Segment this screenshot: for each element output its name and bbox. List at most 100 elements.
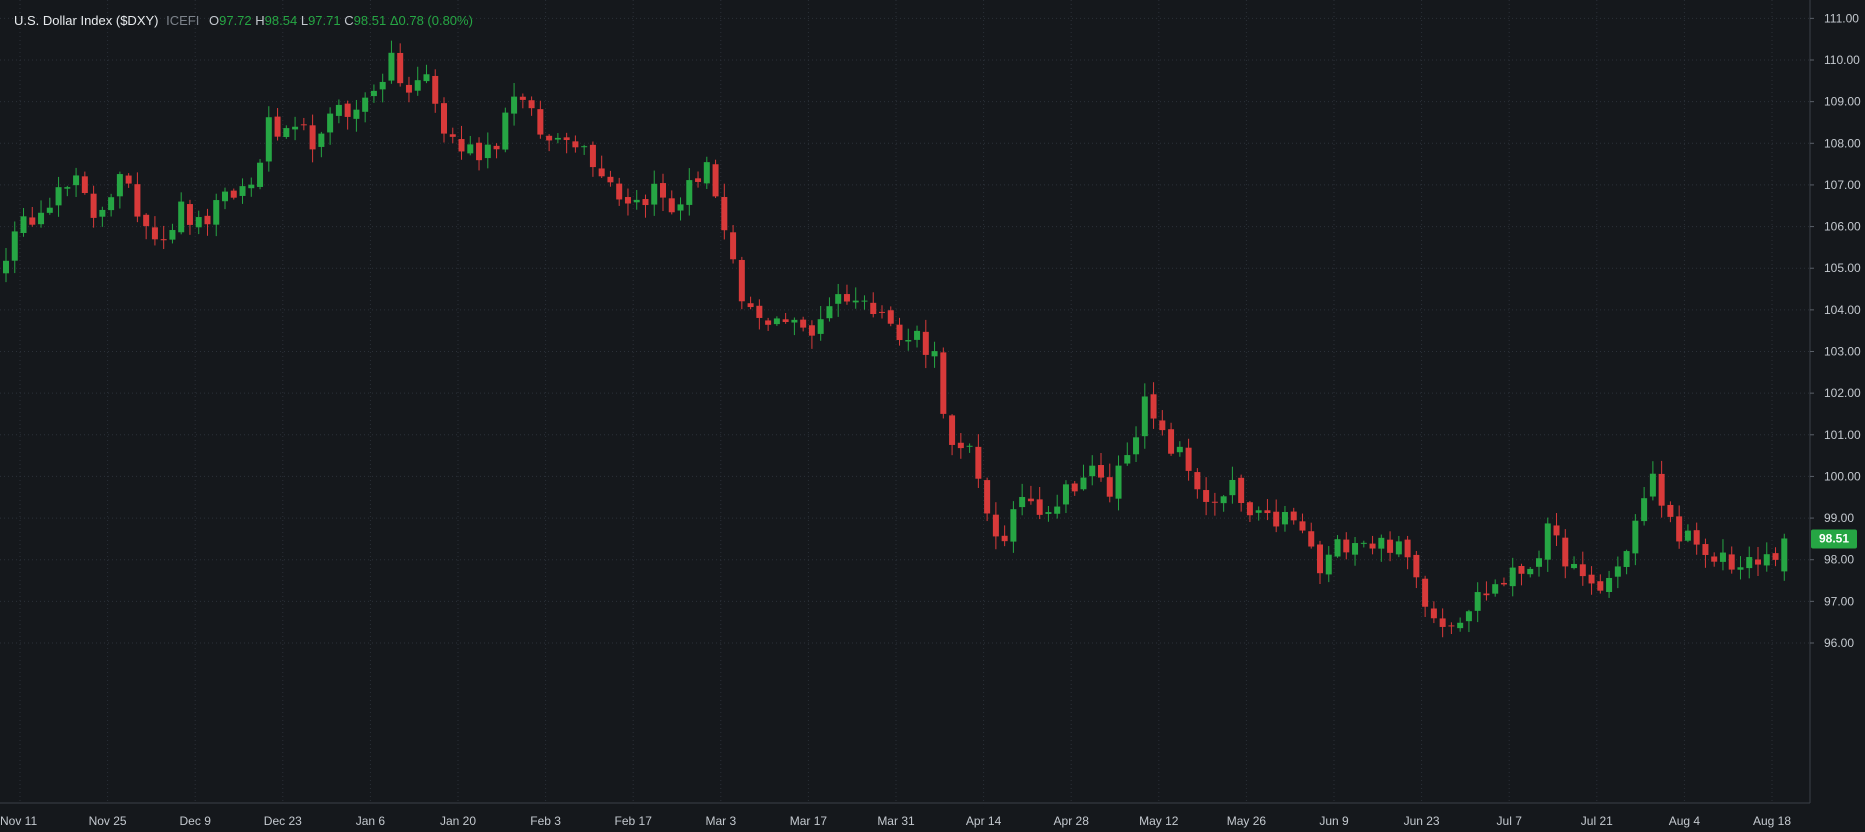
- candle-body: [896, 324, 903, 341]
- candle-body: [3, 260, 9, 274]
- candle-body: [1781, 538, 1788, 572]
- candle-body: [1606, 577, 1613, 593]
- candle-body: [1413, 554, 1420, 578]
- candle-body: [1071, 483, 1078, 492]
- candle-body: [467, 144, 474, 154]
- candle-body: [1763, 554, 1770, 566]
- time-axis[interactable]: Nov 11 Nov 25 Dec 9 Dec 23 Jan 6 Jan 20 Feb 3 F…: [0, 814, 1791, 828]
- candle-body: [178, 201, 185, 233]
- candle-body: [695, 178, 702, 182]
- candle-body: [730, 232, 737, 260]
- time-tick-label: Apr 28: [1054, 814, 1090, 828]
- chart-title[interactable]: U.S. Dollar Index ($DXY): [14, 13, 159, 28]
- candle-body: [1360, 542, 1367, 544]
- price-tick-label: 111.00: [1824, 11, 1859, 25]
- price-tick-label: 99.00: [1824, 511, 1854, 525]
- candle-body: [1492, 584, 1499, 594]
- candle-body: [598, 168, 605, 177]
- candle-body: [73, 175, 80, 186]
- candle-body: [554, 137, 561, 140]
- candle-body: [1614, 566, 1621, 577]
- candle-body: [1168, 429, 1175, 454]
- candle-body: [1185, 447, 1192, 471]
- candle-body: [1387, 539, 1394, 553]
- candle-body: [1711, 556, 1718, 562]
- candle-body: [1062, 484, 1069, 505]
- candle-body: [563, 137, 570, 141]
- candle-body: [108, 197, 115, 211]
- candle-body: [1755, 559, 1761, 565]
- candle-body: [572, 141, 579, 148]
- candle-body: [992, 514, 999, 537]
- candle-body: [300, 124, 307, 126]
- candle-body: [1203, 490, 1210, 502]
- time-tick-label: Jul 21: [1581, 814, 1613, 828]
- exchange-label: ICEFI: [166, 13, 200, 28]
- candle-body: [940, 352, 947, 414]
- candle-body: [362, 97, 369, 112]
- candle-body: [1500, 582, 1507, 585]
- candle-body: [686, 180, 693, 205]
- candle-body: [1632, 520, 1639, 554]
- candle-body: [1334, 539, 1341, 557]
- candle-body: [1702, 544, 1709, 555]
- candlestick-series: [3, 40, 1788, 638]
- candle-body: [1676, 516, 1683, 542]
- price-tick-label: 101.00: [1824, 428, 1861, 442]
- candle-body: [1562, 537, 1569, 567]
- close-value: 98.51: [353, 13, 387, 28]
- low-label: L: [300, 13, 309, 28]
- candle-body: [1588, 574, 1595, 584]
- candle-body: [808, 325, 815, 336]
- candle-body: [222, 191, 228, 202]
- candle-body: [1281, 512, 1288, 525]
- candle-body: [1772, 553, 1779, 560]
- candle-body: [1518, 565, 1525, 574]
- candle-body: [1246, 502, 1253, 516]
- candle-body: [1737, 567, 1744, 570]
- candle-body: [116, 174, 123, 197]
- candle-body: [651, 183, 658, 205]
- candle-body: [1693, 530, 1700, 545]
- time-tick-label: Feb 3: [530, 814, 561, 828]
- candle-body: [432, 75, 439, 104]
- last-price-marker: 98.51: [1811, 529, 1857, 549]
- candle-body: [519, 96, 526, 100]
- price-tick-label: 110.00: [1824, 53, 1860, 67]
- candle-body: [914, 330, 921, 340]
- candle-body: [344, 103, 351, 117]
- time-tick-label: May 26: [1227, 814, 1267, 828]
- time-tick-label: Mar 17: [790, 814, 828, 828]
- candle-body: [511, 96, 518, 114]
- candle-body: [1430, 608, 1437, 619]
- candle-body: [1746, 557, 1753, 569]
- candle-body: [1115, 465, 1122, 499]
- candle-body: [826, 306, 833, 319]
- candle-body: [1658, 473, 1665, 506]
- price-tick-label: 97.00: [1824, 594, 1854, 608]
- candle-body: [1536, 558, 1542, 567]
- price-tick-label: 104.00: [1824, 303, 1861, 317]
- candle-body: [1553, 525, 1560, 536]
- time-tick-label: Jul 7: [1497, 814, 1523, 828]
- candle-body: [327, 113, 334, 133]
- candle-body: [966, 445, 973, 447]
- candle-body: [1719, 552, 1726, 562]
- candle-body: [1124, 455, 1131, 464]
- candle-body: [747, 303, 754, 308]
- candle-body: [1395, 541, 1402, 555]
- candle-body: [125, 175, 132, 184]
- price-axis[interactable]: 111.00 110.00 109.00 108.00 107.00 106.00 105.…: [1810, 11, 1861, 650]
- candle-body: [1194, 472, 1201, 490]
- candle-body: [64, 187, 71, 189]
- candle-body: [756, 305, 763, 318]
- candle-body: [817, 319, 824, 334]
- candle-body: [388, 52, 395, 81]
- candle-body: [1457, 622, 1464, 629]
- candle-body: [1089, 465, 1096, 477]
- candle-body: [1229, 479, 1236, 496]
- candle-body: [283, 128, 290, 137]
- candle-body: [405, 84, 412, 93]
- candle-body: [581, 146, 588, 148]
